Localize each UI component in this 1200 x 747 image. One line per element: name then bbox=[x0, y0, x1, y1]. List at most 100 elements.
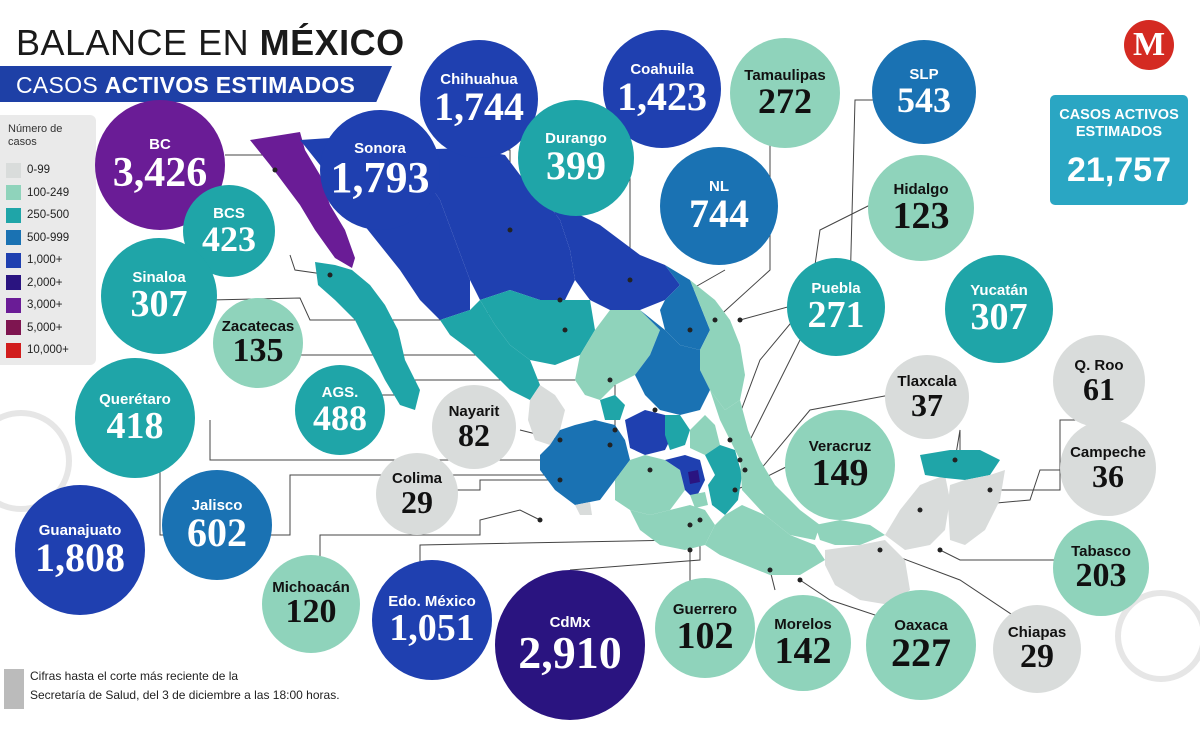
legend-swatch bbox=[6, 185, 21, 200]
map-region-puebla bbox=[705, 445, 742, 515]
state-bubble-veracruz: Veracruz 149 bbox=[785, 410, 895, 520]
legend-title: Número de casos bbox=[8, 123, 63, 148]
legend-swatch bbox=[6, 320, 21, 335]
state-bubble-durango: Durango 399 bbox=[518, 100, 634, 216]
state-value: 82 bbox=[458, 417, 490, 453]
state-bubble-qroo: Q. Roo 61 bbox=[1053, 335, 1145, 427]
state-bubble-oaxaca: Oaxaca 227 bbox=[866, 590, 976, 700]
state-bubble-ags: AGS. 488 bbox=[295, 365, 385, 455]
legend-label: 5,000+ bbox=[27, 321, 63, 334]
state-name: Chihuahua bbox=[440, 71, 518, 88]
map-region-chihuahua bbox=[400, 148, 575, 300]
state-value: 744 bbox=[689, 191, 749, 236]
total-active-cases-box: CASOS ACTIVOS ESTIMADOS 21,757 bbox=[1050, 95, 1188, 205]
state-value: 271 bbox=[807, 294, 865, 336]
state-name: Veracruz bbox=[808, 438, 872, 455]
total-label-line1: CASOS ACTIVOS bbox=[1059, 107, 1179, 123]
legend-item: 100-249 bbox=[6, 184, 69, 202]
state-value: 102 bbox=[676, 615, 734, 657]
state-name: Michoacán bbox=[272, 579, 350, 596]
state-name: BC bbox=[149, 136, 171, 153]
map-region-yucatan bbox=[920, 450, 1000, 480]
state-name: Sonora bbox=[354, 140, 406, 157]
state-name: Guanajuato bbox=[38, 522, 122, 539]
milenio-logo: M bbox=[1124, 20, 1174, 70]
state-value: 142 bbox=[774, 630, 832, 672]
map-region-jalisco bbox=[540, 420, 630, 505]
legend-swatch bbox=[6, 252, 21, 268]
title-bold: MÉXICO bbox=[259, 22, 405, 63]
state-name: AGS. bbox=[321, 384, 359, 401]
footnote-line2: Secretaría de Salud, del 3 de diciembre … bbox=[30, 688, 340, 702]
page-subtitle: CASOS ACTIVOS ESTIMADOS bbox=[16, 72, 355, 99]
map-region-guerrero bbox=[630, 505, 715, 550]
legend-item: 500-999 bbox=[6, 229, 69, 247]
state-value: 1,808 bbox=[35, 535, 125, 580]
state-value: 123 bbox=[892, 195, 950, 237]
legend-label: 500-999 bbox=[27, 231, 70, 244]
state-value: 2,910 bbox=[518, 627, 622, 678]
map-region-michoacan bbox=[615, 455, 685, 515]
total-value: 21,757 bbox=[1067, 151, 1171, 189]
state-value: 149 bbox=[811, 452, 869, 494]
state-value: 1,423 bbox=[617, 74, 707, 119]
legend-item: 10,000+ bbox=[6, 341, 69, 359]
state-bubble-puebla: Puebla 271 bbox=[787, 258, 885, 356]
state-value: 61 bbox=[1083, 371, 1115, 407]
state-value: 602 bbox=[187, 510, 247, 555]
state-value: 29 bbox=[1020, 638, 1054, 675]
subtitle-bold: ACTIVOS ESTIMADOS bbox=[104, 72, 356, 98]
state-name: Coahuila bbox=[630, 61, 694, 78]
legend-swatch bbox=[6, 207, 21, 223]
state-bubble-guanajuato: Guanajuato 1,808 bbox=[15, 485, 145, 615]
total-label: CASOS ACTIVOS ESTIMADOS bbox=[1050, 107, 1188, 141]
state-value: 135 bbox=[232, 332, 284, 369]
legend-swatch bbox=[6, 342, 21, 358]
state-value: 120 bbox=[285, 593, 337, 630]
title-light: BALANCE EN bbox=[16, 22, 250, 63]
state-value: 399 bbox=[546, 143, 606, 188]
state-name: Tlaxcala bbox=[897, 373, 957, 390]
state-value: 307 bbox=[130, 283, 188, 325]
map-region-morelos bbox=[690, 492, 708, 508]
state-bubble-slp: SLP 543 bbox=[872, 40, 976, 144]
footnote: Cifras hasta el corte más reciente de la… bbox=[30, 667, 340, 705]
map-region-bc bbox=[250, 132, 355, 268]
map-region-guanajuato bbox=[625, 410, 675, 455]
legend-item: 1,000+ bbox=[6, 251, 63, 269]
legend-item: 250-500 bbox=[6, 206, 69, 224]
state-name: Sinaloa bbox=[132, 269, 186, 286]
state-value: 423 bbox=[202, 219, 256, 259]
legend-swatch bbox=[6, 230, 21, 245]
legend-label: 10,000+ bbox=[27, 344, 69, 356]
map-region-colima bbox=[575, 502, 592, 515]
footnote-line1: Cifras hasta el corte más reciente de la bbox=[30, 669, 239, 683]
state-name: SLP bbox=[909, 66, 939, 83]
state-bubble-tabasco: Tabasco 203 bbox=[1053, 520, 1149, 616]
legend-label: 250-500 bbox=[27, 209, 70, 221]
state-value: 203 bbox=[1075, 557, 1127, 594]
state-name: Nayarit bbox=[448, 403, 500, 420]
map-region-chiapas bbox=[825, 540, 910, 605]
map-region-oaxaca bbox=[705, 505, 825, 575]
footnote-marker bbox=[4, 669, 24, 709]
state-bubble-chiapas: Chiapas 29 bbox=[993, 605, 1081, 693]
state-bubble-zacatecas: Zacatecas 135 bbox=[213, 298, 303, 388]
map-region-nl bbox=[660, 265, 710, 350]
map-region-zacatecas bbox=[575, 310, 660, 400]
legend-item: 5,000+ bbox=[6, 319, 63, 337]
state-bubble-nl: NL 744 bbox=[660, 147, 778, 265]
logo-letter: M bbox=[1132, 26, 1166, 63]
state-bubble-colima: Colima 29 bbox=[376, 453, 458, 535]
state-bubble-chihuahua: Chihuahua 1,744 bbox=[420, 40, 538, 158]
legend-label: 0-99 bbox=[27, 164, 51, 176]
legend-swatch bbox=[6, 297, 21, 313]
state-bubble-morelos: Morelos 142 bbox=[755, 595, 851, 691]
map-region-campeche bbox=[885, 475, 950, 550]
map-region-slp bbox=[635, 310, 710, 415]
legend: Número de casos 0-99 100-249 250-500 500-99… bbox=[0, 115, 96, 365]
state-name: Chiapas bbox=[1007, 624, 1067, 641]
state-bubble-sonora: Sonora 1,793 bbox=[320, 110, 440, 230]
state-name: Puebla bbox=[811, 280, 861, 297]
